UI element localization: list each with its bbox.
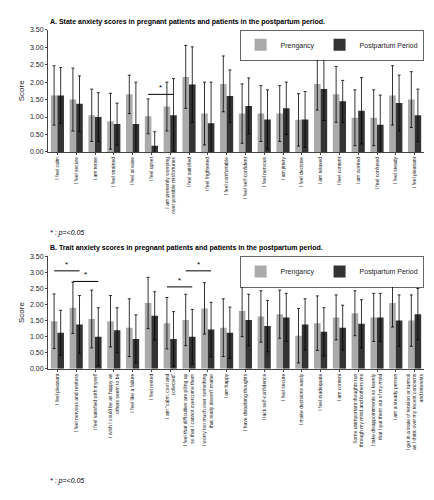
svg-text:I am relaxed: I am relaxed (317, 157, 323, 185)
svg-text:I feel satisfied with myself: I feel satisfied with myself (92, 373, 98, 430)
svg-text:I feel that difficulties are p: I feel that difficulties are piling upso… (182, 374, 195, 447)
svg-text:Score: Score (17, 80, 26, 101)
svg-text:3.00: 3.00 (30, 44, 44, 51)
svg-text:1.50: 1.50 (30, 96, 44, 103)
svg-text:I feel steady: I feel steady (392, 156, 398, 183)
svg-text:B. Trait anxiety scores in pre: B. Trait anxiety scores in pregnant pati… (50, 244, 323, 252)
svg-text:I feel rested: I feel rested (148, 374, 154, 400)
svg-text:I feel strained: I feel strained (110, 157, 116, 187)
svg-text:I feel confused: I feel confused (374, 157, 380, 190)
svg-text:* : p=<0.05: * : p=<0.05 (50, 229, 84, 237)
svg-text:I wish I could be as happy aso: I wish I could be as happy asothers seem… (107, 373, 120, 438)
svg-text:0.50: 0.50 (30, 131, 44, 138)
svg-text:2.00: 2.00 (30, 301, 44, 308)
svg-text:0.00: 0.00 (30, 148, 44, 155)
svg-text:3.50: 3.50 (30, 26, 44, 33)
svg-text:I have disturbing thoughts: I have disturbing thoughts (242, 373, 248, 431)
svg-text:A. State anxiety scores in pre: A. State anxiety scores in pregnant pati… (50, 18, 325, 26)
svg-text:I feel pleasant: I feel pleasant (411, 156, 417, 188)
svg-text:I feel comfortable: I feel comfortable (223, 157, 229, 196)
svg-text:3.50: 3.50 (30, 253, 44, 260)
svg-text:I am worried: I am worried (355, 157, 361, 185)
svg-text:2.50: 2.50 (30, 61, 44, 68)
svg-text:I feel decisive: I feel decisive (298, 157, 304, 188)
svg-text:I feel content: I feel content (336, 156, 342, 185)
svg-text:Postpartum Period: Postpartum Period (360, 42, 418, 50)
svg-text:I feel upset: I feel upset (148, 156, 154, 181)
svg-text:*: * (159, 83, 162, 92)
svg-text:I feel like a failure: I feel like a failure (129, 374, 135, 413)
svg-text:Some unimportant thoughts runt: Some unimportant thoughts runthrough my … (352, 374, 365, 448)
svg-text:I feel inadequate: I feel inadequate (317, 374, 323, 411)
svg-text:I feel secure: I feel secure (280, 374, 286, 401)
svg-text:3.00: 3.00 (30, 269, 44, 276)
svg-text:I worry too much over somethin: I worry too much over somethingthat real… (201, 373, 214, 446)
svg-text:I feel frightened: I feel frightened (204, 157, 210, 192)
svg-text:I feel self-confident: I feel self-confident (242, 156, 248, 199)
svg-text:2.00: 2.00 (30, 79, 44, 86)
svg-text:I feel calm: I feel calm (54, 157, 60, 180)
svg-text:1.50: 1.50 (30, 317, 44, 324)
svg-text:0.00: 0.00 (30, 365, 44, 372)
svg-text:I make decisions easily: I make decisions easily (298, 373, 304, 425)
svg-text:I feel at ease: I feel at ease (129, 157, 135, 186)
svg-text:I get in a state of tension or: I get in a state of tension or turmoilas… (405, 373, 424, 450)
svg-text:I feel pleasant: I feel pleasant (54, 373, 60, 405)
svg-text:I take disappointments so keen: I take disappointments so keenlythat I p… (370, 373, 383, 446)
svg-text:I am happy: I am happy (223, 373, 229, 398)
svg-text:Prengancy: Prengancy (281, 268, 315, 276)
svg-text:I feel satisfied: I feel satisfied (186, 157, 192, 188)
svg-text:I feel nervous: I feel nervous (261, 156, 267, 187)
svg-text:1.00: 1.00 (30, 113, 44, 120)
svg-text:I feel secure: I feel secure (73, 157, 79, 184)
svg-text:2.50: 2.50 (30, 285, 44, 292)
svg-text:*: * (84, 270, 87, 279)
svg-text:I am tense: I am tense (92, 157, 98, 181)
svg-text:I am a steady person: I am a steady person (392, 374, 398, 421)
svg-text:I am content: I am content (336, 373, 342, 401)
svg-text:I am presently worryingover po: I am presently worryingover possible mis… (164, 156, 177, 213)
svg-text:Postpartum Period: Postpartum Period (360, 268, 418, 276)
svg-text:*: * (197, 260, 200, 269)
svg-text:I feel nervous and restless: I feel nervous and restless (73, 373, 79, 432)
svg-text:I am jittery: I am jittery (280, 156, 286, 180)
svg-text:*: * (65, 260, 68, 269)
svg-text:I am "calm, cool andcollected": I am "calm, cool andcollected" (164, 374, 177, 419)
svg-text:*: * (178, 276, 181, 285)
svg-text:Prengancy: Prengancy (281, 42, 315, 50)
svg-text:1.00: 1.00 (30, 333, 44, 340)
svg-text:I lack self-confidence: I lack self-confidence (261, 374, 267, 421)
svg-text:* : p=<0.05: * : p=<0.05 (50, 477, 84, 485)
svg-text:0.50: 0.50 (30, 349, 44, 356)
svg-text:Score: Score (17, 302, 26, 323)
